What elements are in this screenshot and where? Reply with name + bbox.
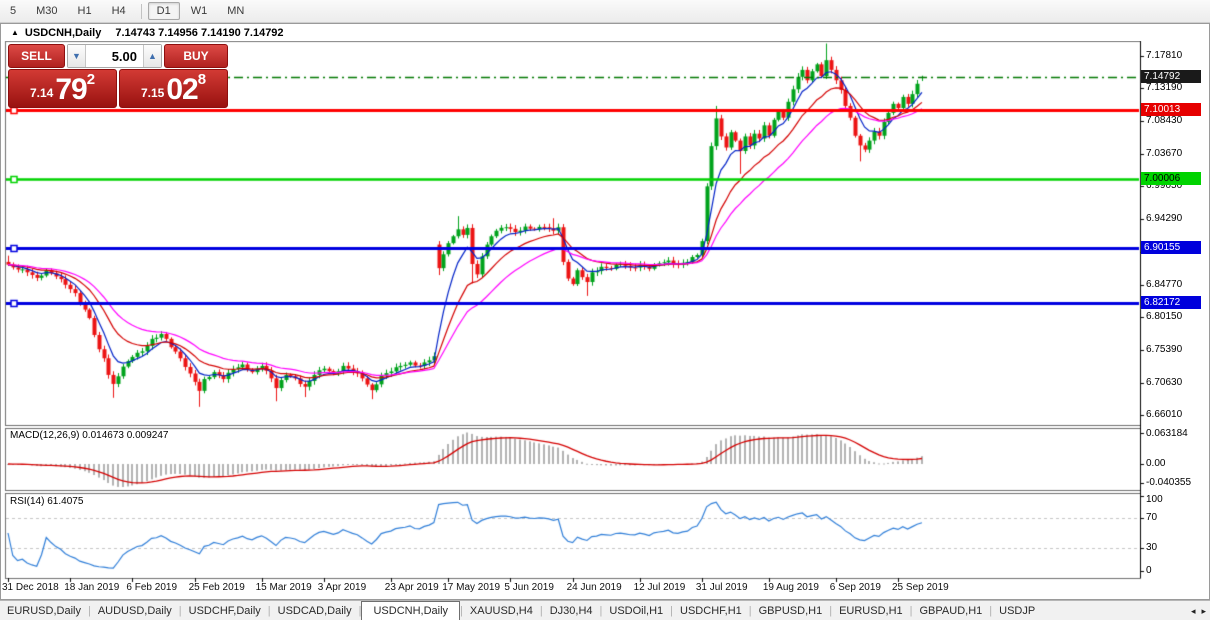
tab-separator: | [989,605,993,617]
chart-symbol-title: USDCNH,Daily [24,26,102,39]
buy-price-sup: 8 [197,71,207,88]
rsi-axis-tick: 100 [1146,494,1163,505]
price-axis-tick: 6.66010 [1146,409,1183,421]
timeframe-button-h4[interactable]: H4 [111,5,126,17]
price-axis-tick: 7.17810 [1146,49,1183,61]
chart-tab-usdcad-daily[interactable]: USDCAD,Daily [277,605,352,617]
volume-decrease-icon[interactable]: ▼ [68,45,86,67]
tab-scroll-right-icon[interactable]: ▸ [1201,605,1206,616]
timeframe-button-d1[interactable]: D1 [147,2,180,20]
chart-tab-eurusd-h1[interactable]: EURUSD,H1 [839,605,903,617]
timeframe-button-m30[interactable]: M30 [36,5,58,17]
chart-tabs-bar: EURUSD,Daily | AUDUSD,Daily | USDCHF,Daily | U… [0,600,1210,620]
collapse-triangle-icon[interactable]: ▲ [11,28,19,37]
chart-tab-xauusd-h4[interactable]: XAUUSD,H4 [469,605,533,617]
price-axis-tick: 7.13190 [1146,81,1183,93]
buy-price-box[interactable]: 7.15 02 8 [119,69,228,108]
tab-separator: | [178,605,182,617]
chart-tab-audusd-daily[interactable]: AUDUSD,Daily [97,605,172,617]
tab-separator: | [267,605,271,617]
tab-separator: | [599,605,603,617]
timeframe-button-w1[interactable]: W1 [190,5,208,17]
price-line-badge: 6.90155 [1141,240,1201,254]
price-axis-tick: 6.84770 [1146,278,1183,290]
macd-axis-min: -0.040355 [1146,477,1192,488]
toolbar-separator [140,3,142,19]
timeframe-button-mn[interactable]: MN [227,5,245,17]
tab-scroll-arrows: ◂ ▸ [1191,606,1210,617]
date-axis-label: 17 May 2019 [442,582,501,593]
chart-tab-dj30-h4[interactable]: DJ30,H4 [549,605,593,617]
date-axis-label: 23 Apr 2019 [384,582,439,593]
tab-separator: | [460,605,463,617]
price-line-badge: 7.14792 [1141,69,1201,83]
tab-separator: | [909,605,913,617]
tab-scroll-left-icon[interactable]: ◂ [1190,605,1196,616]
chart-tab-gbpaud-h1[interactable]: GBPAUD,H1 [919,605,983,617]
date-axis-label: 12 Jul 2019 [633,582,686,593]
volume-spinner: ▼ ▲ [67,44,162,68]
date-axis-label: 31 Jul 2019 [695,582,748,593]
buy-price-big: 02 [166,73,198,106]
chart-ohlc-values: 7.14743 7.14956 7.14190 7.14792 [115,26,284,39]
date-axis-label: 31 Dec 2018 [2,582,59,593]
sell-price-small: 7.14 [29,86,54,100]
price-line-badge: 7.10013 [1141,103,1201,116]
price-axis-tick: 6.99050 [1146,180,1183,191]
timeframe-toolbar: 5 M30 H1 H4 D1 W1 MN [0,0,1210,23]
one-click-trade-panel: SELL ▼ ▲ BUY 7.14 79 2 7.15 02 8 [8,44,228,108]
date-axis-label: 5 Jun 2019 [504,582,554,593]
price-line-badge: 6.82172 [1141,296,1201,309]
sell-price-sup: 2 [86,71,96,88]
tab-separator: | [358,605,362,617]
date-axis-label: 6 Feb 2019 [126,582,178,593]
tab-separator: | [670,605,674,617]
chart-tab-usdcnh-daily[interactable]: USDCNH,Daily [361,601,461,620]
chart-tab-usdchf-daily[interactable]: USDCHF,Daily [188,605,261,617]
price-axis-tick: 6.70630 [1146,377,1183,389]
price-axis-tick: 7.03670 [1146,147,1183,159]
chart-tab-usdoil-h1[interactable]: USDOil,H1 [609,605,664,617]
price-axis-tick: 6.75390 [1146,344,1183,356]
macd-label: MACD(12,26,9) 0.014673 0.009247 [10,430,169,441]
date-axis-label: 25 Sep 2019 [892,582,949,593]
tab-separator: | [87,605,91,617]
chart-titlebar: ▲ USDCNH,Daily 7.14743 7.14956 7.14190 7… [1,24,1207,41]
price-axis-tick: 7.08430 [1146,114,1183,126]
date-axis-label: 25 Feb 2019 [188,582,245,593]
timeframe-button-h1[interactable]: H1 [77,5,92,17]
rsi-axis-tick: 70 [1146,512,1158,523]
rsi-axis-tick: 30 [1146,542,1158,553]
date-axis-label: 6 Sep 2019 [829,582,881,593]
volume-input[interactable] [86,45,143,67]
timeframe-button-5[interactable]: 5 [10,5,17,17]
volume-increase-icon[interactable]: ▲ [143,45,161,67]
price-line-badge: 7.00006 [1141,172,1201,186]
chart-tab-gbpusd-h1[interactable]: GBPUSD,H1 [758,605,823,617]
price-axis-tick: 6.80150 [1146,311,1183,323]
buy-price-small: 7.15 [140,86,165,100]
sell-button[interactable]: SELL [8,44,65,68]
date-axis-label: 24 Jun 2019 [566,582,622,593]
sell-price-box[interactable]: 7.14 79 2 [8,69,117,108]
rsi-label: RSI(14) 61.4075 [10,496,84,507]
tab-separator: | [748,605,752,617]
date-axis-label: 19 Aug 2019 [762,582,819,593]
price-axis-tick: 6.94290 [1146,212,1183,224]
chart-tab-usdchf-h1[interactable]: USDCHF,H1 [680,605,742,617]
macd-axis-zero: 0.00 [1146,458,1166,469]
date-axis-label: 18 Jan 2019 [64,582,120,593]
macd-axis-max: 0.063184 [1146,428,1188,439]
sell-price-big: 79 [55,73,87,106]
chart-tab-usdjp[interactable]: USDJP [999,605,1036,617]
chart-tab-eurusd-daily[interactable]: EURUSD,Daily [7,605,81,617]
rsi-axis-tick: 0 [1146,564,1152,576]
tab-separator: | [829,605,833,617]
buy-button[interactable]: BUY [164,44,228,68]
date-axis-label: 15 Mar 2019 [255,582,312,593]
date-axis-label: 3 Apr 2019 [317,582,367,593]
tab-separator: | [539,605,543,617]
